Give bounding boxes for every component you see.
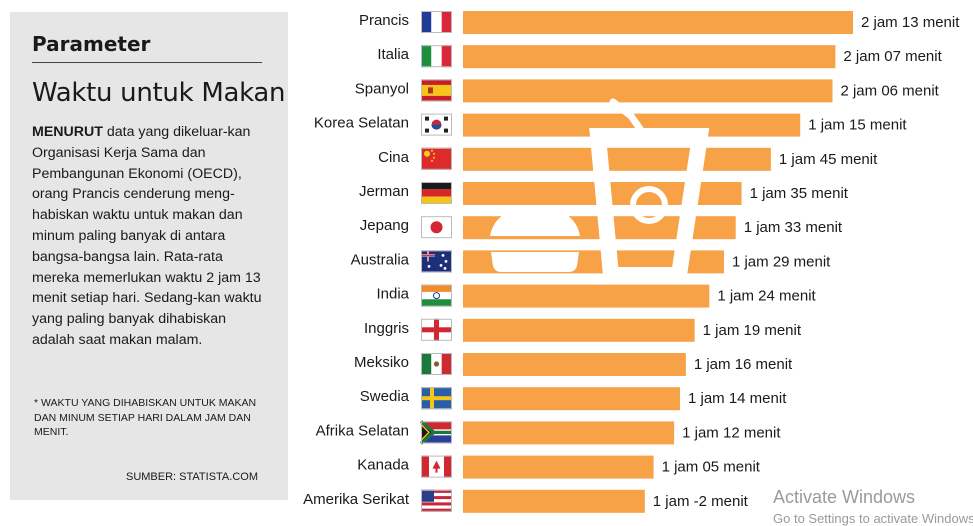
panel-title: Waktu untuk Makan	[32, 78, 286, 108]
panel-body: MENURUT data yang dikeluar-kan Organisas…	[32, 122, 272, 351]
bar-meksiko	[463, 353, 686, 376]
category-label: Inggris	[364, 320, 409, 337]
china-flag-icon	[421, 147, 452, 170]
panel-body-lead: MENURUT	[32, 124, 103, 140]
value-label: 1 jam 24 menit	[717, 288, 816, 305]
bar-amerika-serikat	[463, 489, 645, 513]
usa-flag-icon	[421, 489, 452, 512]
value-labels-group: 2 jam 13 menit 2 jam 07 menit 2 jam 06 men…	[653, 14, 960, 510]
germany-flag-icon	[421, 182, 452, 204]
category-label: Korea Selatan	[314, 115, 409, 132]
category-label: Cina	[378, 149, 410, 166]
england-flag-icon	[421, 318, 452, 341]
category-label: Jerman	[359, 183, 409, 200]
bar-chart: Prancis Italia Spanyol Korea Selatan Cina Jer…	[303, 11, 960, 513]
value-label: 2 jam 13 menit	[861, 14, 960, 31]
value-label: 1 jam 33 menit	[744, 219, 843, 236]
category-label: Jepang	[360, 217, 409, 234]
value-label: 2 jam 06 menit	[840, 82, 939, 99]
category-label: Meksiko	[354, 354, 409, 371]
value-label: 2 jam 07 menit	[843, 48, 942, 65]
value-label: 1 jam 05 menit	[662, 459, 761, 476]
food-illustration	[490, 98, 710, 283]
category-label: India	[376, 286, 409, 303]
panel-footnote: * Waktu yang dihabiskan untuk makan dan …	[34, 397, 257, 439]
panel-source: SUMBER: STATISTA.COM	[125, 471, 258, 483]
canada-flag-icon	[421, 455, 452, 478]
category-labels-group: Prancis Italia Spanyol Korea Selatan Cina Jer…	[303, 12, 410, 508]
value-label: 1 jam 16 menit	[694, 356, 793, 373]
bar-inggris	[463, 318, 695, 342]
category-label: Amerika Serikat	[303, 491, 410, 508]
category-label: Kanada	[357, 457, 409, 474]
category-label: Australia	[351, 251, 410, 268]
bar-kanada	[463, 455, 654, 479]
value-label: 1 jam 14 menit	[688, 390, 787, 407]
panel-heading: Parameter	[32, 32, 262, 63]
india-flag-icon	[421, 284, 452, 307]
bar-cina	[463, 147, 771, 171]
bar-afrika-selatan	[463, 421, 675, 445]
mexico-flag-icon	[421, 353, 452, 375]
value-label: 1 jam 19 menit	[703, 322, 802, 339]
panel-body-text: data yang dikeluar-kan Organisasi Kerja …	[32, 124, 262, 348]
category-label: Spanyol	[355, 80, 409, 97]
france-flag-icon	[421, 11, 452, 33]
activate-windows-subtitle: Go to Settings to activate Windows.	[773, 511, 973, 526]
activate-windows-title: Activate Windows	[773, 487, 916, 507]
value-label: 1 jam 29 menit	[732, 253, 831, 270]
value-label: 1 jam 15 menit	[808, 117, 907, 134]
value-label: 1 jam -2 menit	[653, 493, 749, 510]
italy-flag-icon	[421, 45, 452, 68]
south-africa-flag-icon	[419, 420, 452, 445]
bar-prancis	[463, 11, 853, 34]
category-label: Afrika Selatan	[316, 422, 409, 439]
bar-spanyol	[463, 79, 833, 103]
info-panel: Parameter Waktu untuk Makan MENURUT data…	[10, 12, 288, 500]
value-label: 1 jam 35 menit	[750, 185, 849, 202]
value-label: 1 jam 12 menit	[682, 424, 781, 441]
category-label: Italia	[377, 46, 409, 63]
sweden-flag-icon	[421, 387, 452, 410]
australia-flag-icon	[421, 250, 452, 273]
bar-india	[463, 284, 710, 308]
category-label: Prancis	[359, 12, 409, 29]
flags-group	[419, 11, 452, 512]
japan-flag-icon	[421, 216, 452, 239]
spain-flag-icon	[421, 79, 452, 102]
value-label: 1 jam 45 menit	[779, 151, 878, 168]
bar-korea-selatan	[463, 113, 801, 137]
category-label: Swedia	[360, 388, 410, 405]
bar-swedia	[463, 387, 680, 411]
bar-italia	[463, 45, 836, 69]
south-korea-flag-icon	[421, 113, 452, 136]
